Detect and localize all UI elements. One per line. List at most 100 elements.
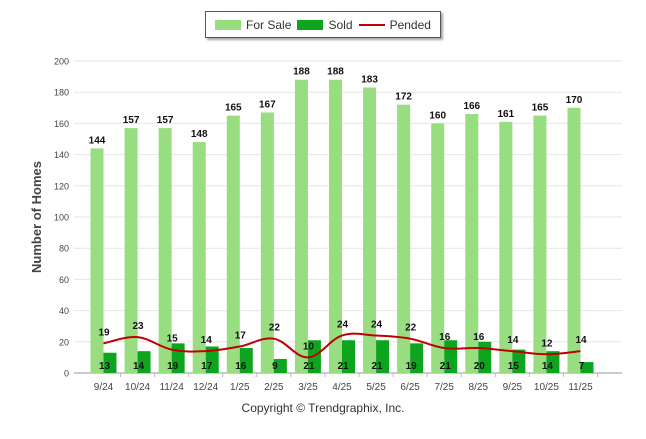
y-axis-label: Number of Homes: [29, 161, 44, 273]
x-tick-label: 8/25: [469, 382, 489, 393]
copyright: Copyright © Trendgraphix, Inc.: [241, 401, 405, 415]
data-label-sold: 17: [201, 361, 213, 372]
bar-sold: [546, 351, 560, 373]
data-label-pended: 10: [303, 341, 315, 352]
x-tick-label: 9/24: [94, 382, 114, 393]
data-label-pended: 16: [439, 332, 451, 343]
data-label-sold: 7: [579, 361, 585, 372]
bar-sold: [103, 352, 117, 373]
bar-for-sale: [363, 87, 377, 374]
y-tick-label: 0: [64, 369, 69, 379]
bar-sold: [410, 343, 424, 373]
data-label-pended: 14: [201, 335, 213, 346]
y-tick-label: 20: [59, 337, 69, 347]
bar-for-sale: [499, 121, 513, 373]
x-tick-label: 11/25: [568, 382, 593, 393]
legend-item-pended[interactable]: Pended: [358, 18, 431, 32]
x-tick-label: 10/24: [125, 382, 150, 393]
data-label-for-sale: 170: [566, 95, 583, 106]
data-label-sold: 14: [542, 361, 554, 372]
legend-item-sold[interactable]: Sold: [297, 17, 353, 32]
data-label-sold: 13: [99, 361, 111, 372]
bar-sold: [512, 349, 526, 373]
bar-sold: [239, 348, 253, 373]
data-label-sold: 21: [337, 361, 349, 372]
bar-for-sale: [124, 128, 138, 373]
data-label-for-sale: 167: [259, 99, 276, 110]
y-tick-label: 60: [59, 275, 69, 285]
data-label-pended: 19: [98, 327, 110, 338]
bar-for-sale: [397, 104, 411, 374]
legend-swatch-for-sale: [215, 19, 242, 30]
data-label-pended: 16: [473, 332, 485, 343]
bar-for-sale: [329, 79, 342, 373]
data-label-pended: 24: [371, 320, 383, 331]
x-tick-label: 3/25: [298, 382, 318, 393]
data-label-for-sale: 161: [498, 109, 515, 120]
data-label-sold: 15: [508, 361, 520, 372]
legend-swatch-sold: [297, 19, 324, 30]
bar-sold: [205, 346, 219, 373]
bar-for-sale: [465, 114, 479, 373]
pended-line: [103, 332, 581, 359]
bar-sold: [273, 358, 287, 373]
data-label-for-sale: 166: [463, 101, 480, 112]
data-label-sold: 21: [303, 361, 315, 372]
data-label-for-sale: 183: [361, 75, 378, 86]
bar-for-sale: [431, 123, 445, 374]
data-label-pended: 14: [575, 335, 587, 346]
bar-for-sale: [260, 112, 274, 373]
legend-item-for-sale[interactable]: For Sale: [215, 18, 291, 32]
y-tick-label: 180: [54, 88, 69, 98]
legend: For Sale Sold Pended: [205, 11, 441, 38]
data-label-sold: 19: [167, 361, 179, 372]
x-tick-label: 12/24: [193, 382, 218, 393]
legend-label-sold: Sold: [328, 17, 353, 32]
x-tick-label: 11/24: [159, 382, 184, 393]
y-tick-label: 40: [59, 306, 69, 316]
data-label-for-sale: 165: [225, 103, 242, 114]
data-label-pended: 23: [133, 321, 145, 332]
data-label-for-sale: 165: [532, 103, 549, 114]
bar-for-sale: [158, 128, 172, 373]
data-label-pended: 12: [541, 338, 553, 349]
data-label-pended: 14: [507, 335, 519, 346]
data-label-sold: 19: [406, 361, 418, 372]
bar-for-sale: [90, 148, 104, 373]
data-label-sold: 21: [372, 361, 384, 372]
bar-sold: [137, 351, 151, 373]
data-label-sold: 9: [272, 361, 278, 372]
x-tick-label: 10/25: [534, 382, 559, 393]
bar-sold: [580, 362, 594, 373]
x-tick-label: 6/25: [400, 382, 420, 393]
bar-for-sale: [294, 79, 308, 373]
data-label-for-sale: 188: [293, 67, 310, 78]
data-label-sold: 21: [440, 361, 452, 372]
bar-for-sale: [533, 115, 547, 373]
x-tick-label: 1/25: [230, 382, 250, 393]
data-label-pended: 22: [269, 323, 281, 334]
data-label-pended: 15: [167, 334, 179, 345]
y-tick-label: 200: [54, 57, 69, 67]
legend-label-for-sale: For Sale: [246, 17, 292, 32]
bar-for-sale: [192, 142, 206, 373]
y-tick-label: 100: [54, 213, 69, 223]
x-tick-label: 2/25: [264, 382, 284, 393]
data-label-sold: 14: [133, 361, 145, 372]
data-label-for-sale: 157: [157, 115, 174, 126]
data-label-for-sale: 148: [191, 129, 208, 140]
x-tick-label: 5/25: [366, 382, 386, 393]
data-label-for-sale: 157: [123, 115, 140, 126]
data-label-pended: 17: [235, 330, 247, 341]
data-label-for-sale: 172: [395, 92, 412, 103]
data-label-sold: 20: [474, 361, 486, 372]
data-label-for-sale: 160: [429, 110, 446, 121]
data-label-for-sale: 144: [89, 135, 106, 146]
x-tick-label: 4/25: [332, 382, 352, 393]
y-tick-label: 120: [54, 181, 69, 191]
bar-for-sale: [567, 107, 581, 374]
y-tick-label: 80: [59, 244, 69, 254]
y-tick-label: 160: [54, 119, 69, 129]
